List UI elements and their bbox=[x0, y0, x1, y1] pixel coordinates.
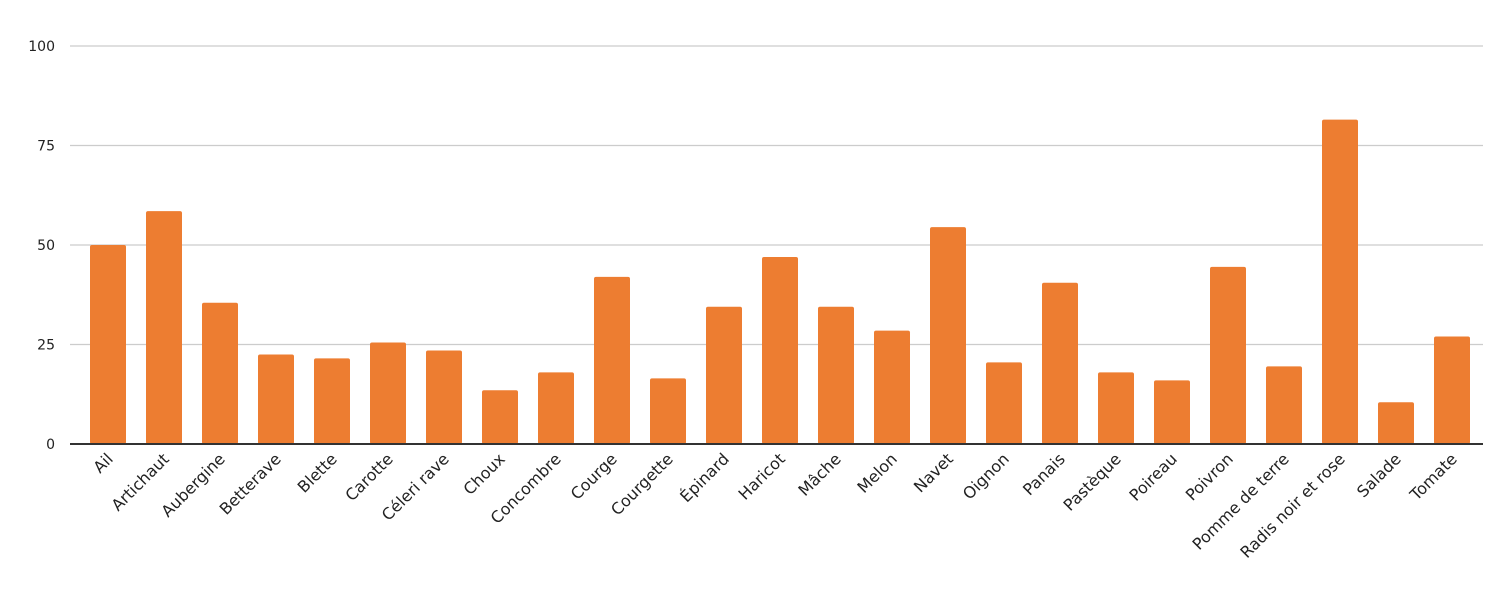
x-tick-label: Carotte bbox=[341, 449, 396, 504]
x-tick-label: Blette bbox=[294, 449, 341, 496]
bar-17 bbox=[986, 362, 1022, 444]
x-tick-label: Betterave bbox=[216, 449, 285, 518]
y-tick-label: 0 bbox=[46, 437, 55, 453]
bar-18 bbox=[1042, 282, 1078, 444]
bar-22 bbox=[1266, 366, 1302, 444]
bar-2 bbox=[146, 211, 182, 444]
x-tick-label: Pomme de terre bbox=[1188, 449, 1292, 553]
bar-4 bbox=[258, 354, 294, 444]
x-tick-label: Choux bbox=[460, 449, 509, 498]
x-tick-label: Ail bbox=[89, 449, 116, 476]
x-tick-label: Épinard bbox=[676, 449, 733, 506]
x-tick-label: Tomate bbox=[1405, 449, 1460, 504]
bar-7 bbox=[426, 350, 462, 444]
bar-9 bbox=[538, 372, 574, 444]
bar-12 bbox=[706, 306, 742, 444]
y-tick-label: 50 bbox=[37, 238, 55, 254]
x-tick-label: Pastèque bbox=[1060, 449, 1125, 514]
y-axis-ticks: 0 25 50 75 100 bbox=[28, 39, 55, 453]
x-tick-label: Navet bbox=[910, 449, 957, 496]
bar-5 bbox=[314, 358, 350, 444]
bar-13 bbox=[762, 256, 798, 444]
bar-3 bbox=[202, 302, 238, 444]
bar-24 bbox=[1378, 402, 1414, 444]
bar-23 bbox=[1322, 119, 1358, 444]
bar-19 bbox=[1098, 372, 1134, 444]
bars bbox=[90, 119, 1470, 444]
x-tick-label: Poivron bbox=[1182, 449, 1237, 504]
bar-21 bbox=[1210, 266, 1246, 444]
x-tick-label: Oignon bbox=[959, 449, 1013, 503]
x-tick-label: Panais bbox=[1019, 449, 1069, 499]
bar-25 bbox=[1434, 336, 1470, 444]
x-tick-label: Radis noir et rose bbox=[1236, 449, 1348, 561]
bar-6 bbox=[370, 342, 406, 444]
x-tick-label: Salade bbox=[1353, 449, 1405, 501]
y-tick-label: 75 bbox=[37, 139, 55, 155]
bar-1 bbox=[90, 245, 126, 444]
x-tick-label: Courge bbox=[567, 449, 621, 503]
x-tick-label: Mâche bbox=[794, 449, 844, 499]
y-tick-label: 100 bbox=[28, 39, 55, 55]
x-tick-label: Haricot bbox=[735, 449, 789, 503]
bar-16 bbox=[930, 227, 966, 444]
bar-15 bbox=[874, 330, 910, 444]
bar-8 bbox=[482, 390, 518, 444]
bar-10 bbox=[594, 276, 630, 444]
bar-14 bbox=[818, 306, 854, 444]
y-tick-label: 25 bbox=[37, 338, 55, 354]
bar-11 bbox=[650, 378, 686, 444]
x-tick-label: Poireau bbox=[1125, 449, 1180, 504]
bar-20 bbox=[1154, 380, 1190, 444]
x-tick-label: Melon bbox=[853, 449, 900, 496]
